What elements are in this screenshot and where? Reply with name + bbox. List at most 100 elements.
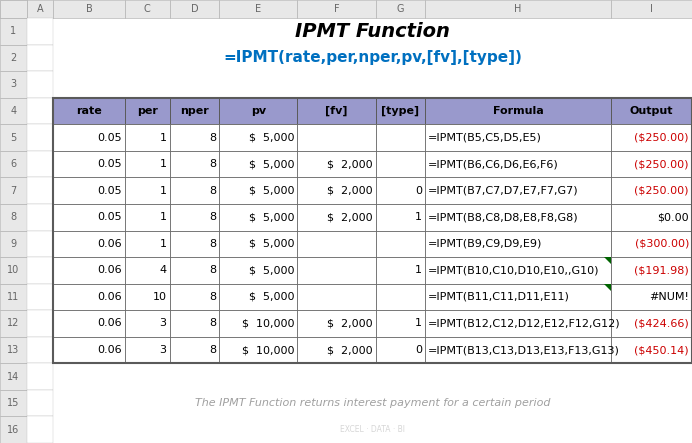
Bar [125,230,170,257]
Bar [27,45,53,71]
Text: B: B [86,4,93,14]
Text: 7: 7 [10,186,17,196]
Bar [219,204,298,230]
Bar [53,98,125,124]
Bar [376,124,425,151]
Text: [fv]: [fv] [325,106,347,116]
Text: 0: 0 [415,345,422,355]
Text: 15: 15 [7,398,19,408]
Bar [170,0,219,18]
Text: $0.00: $0.00 [657,212,689,222]
Bar [611,204,692,230]
Bar [611,98,692,124]
Bar [425,204,611,230]
Bar [53,98,692,363]
Bar [0,284,27,310]
Bar [170,204,219,230]
Bar [170,257,219,284]
Text: 1: 1 [415,319,422,328]
Text: 4: 4 [160,265,167,276]
Text: 8: 8 [209,292,216,302]
Text: 1: 1 [160,132,167,143]
Text: 0.06: 0.06 [98,345,122,355]
Text: $  10,000: $ 10,000 [242,319,294,328]
Bar [0,310,27,337]
Text: $  2,000: $ 2,000 [327,212,372,222]
Bar [298,204,376,230]
Bar [27,151,53,177]
Text: 1: 1 [10,26,17,36]
Bar [611,257,692,284]
Bar [0,337,27,363]
Bar [125,98,170,124]
Bar [0,177,27,204]
Text: 1: 1 [160,159,167,169]
Text: 0.06: 0.06 [98,319,122,328]
Text: Output: Output [630,106,673,116]
Bar [27,390,53,416]
Text: $  5,000: $ 5,000 [249,186,294,196]
Bar [27,310,53,337]
Bar [298,337,376,363]
Bar [53,45,692,71]
Bar [27,18,53,45]
Text: =IPMT(B11,C11,D11,E11): =IPMT(B11,C11,D11,E11) [428,292,570,302]
Bar [27,257,53,284]
Bar [298,284,376,310]
Bar [0,204,27,230]
Text: 3: 3 [10,79,17,89]
Text: 0.06: 0.06 [98,239,122,249]
Text: H: H [514,4,522,14]
Bar [27,416,53,443]
Bar [27,0,53,18]
Bar [611,151,692,177]
Text: 1: 1 [415,212,422,222]
Text: 5: 5 [10,132,17,143]
Bar [27,71,53,98]
Bar [0,124,27,151]
Text: A: A [37,4,44,14]
Text: 11: 11 [7,292,19,302]
Text: Formula: Formula [493,106,543,116]
Text: 0.06: 0.06 [98,265,122,276]
Text: =IPMT(B13,C13,D13,E13,F13,G13): =IPMT(B13,C13,D13,E13,F13,G13) [428,345,620,355]
Bar [298,257,376,284]
Bar [425,151,611,177]
Bar [219,177,298,204]
Text: 6: 6 [10,159,17,169]
Bar [125,257,170,284]
Bar [376,257,425,284]
Text: 12: 12 [7,319,19,328]
Bar [0,45,27,71]
Text: I: I [650,4,653,14]
Bar [53,204,125,230]
Bar [53,151,125,177]
Text: 1: 1 [415,265,422,276]
Text: per: per [137,106,158,116]
Text: F: F [334,4,339,14]
Text: pv: pv [251,106,266,116]
Bar [125,337,170,363]
Bar [125,284,170,310]
Bar [425,310,611,337]
Bar [0,18,27,45]
Text: D: D [190,4,199,14]
Bar [125,151,170,177]
Text: nper: nper [180,106,209,116]
Bar [425,230,611,257]
Text: ($450.14): ($450.14) [635,345,689,355]
Text: 10: 10 [153,292,167,302]
Bar [27,363,53,390]
Bar [0,416,27,443]
Text: 9: 9 [10,239,17,249]
Text: $  5,000: $ 5,000 [249,265,294,276]
Bar [170,98,219,124]
Bar [53,0,125,18]
Bar [53,177,125,204]
Bar [27,124,53,151]
Text: C: C [144,4,151,14]
Bar [0,390,27,416]
Text: G: G [397,4,404,14]
Bar [298,124,376,151]
Bar [27,177,53,204]
